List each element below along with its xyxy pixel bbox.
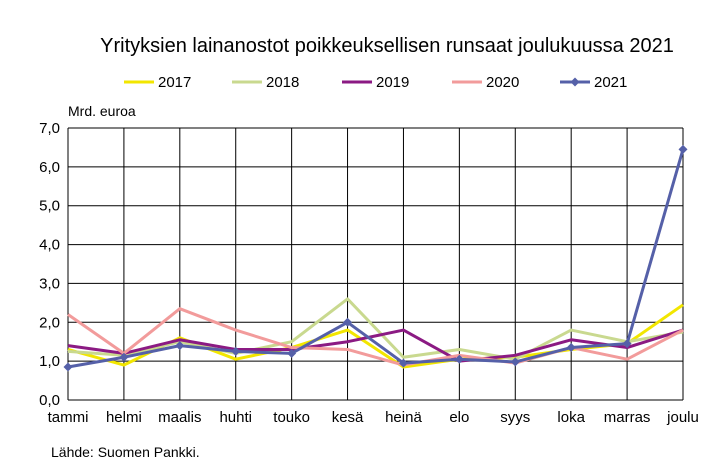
x-tick-label: marras: [604, 409, 651, 426]
y-tick-label: 4,0: [39, 237, 60, 254]
y-tick-label: 2,0: [39, 314, 60, 331]
x-tick-label: maalis: [158, 409, 201, 426]
data-point-2021: [231, 346, 241, 356]
data-point-2021: [622, 339, 632, 349]
data-point-2021: [510, 357, 520, 367]
y-tick-label: 0,0: [39, 392, 60, 409]
y-tick-label: 5,0: [39, 198, 60, 215]
x-tick-label: huhti: [219, 409, 252, 426]
source-note: Lähde: Suomen Pankki.: [51, 444, 200, 460]
legend-label-2021: 2021: [594, 74, 627, 91]
y-tick-label: 6,0: [39, 159, 60, 176]
data-point-2021: [678, 144, 688, 154]
x-tick-label: joulu: [666, 409, 699, 426]
data-point-2021: [175, 341, 185, 351]
x-tick-label: loka: [557, 409, 585, 426]
y-ticks: 0,0 1,0 2,0 3,0 4,0 5,0 6,0 7,0: [39, 120, 60, 409]
data-point-2021: [454, 354, 464, 364]
series-line-2018: [67, 297, 684, 361]
legend-label-2020: 2020: [486, 74, 519, 91]
legend: 2017 2018 2019 2020 2021: [124, 74, 627, 91]
data-point-2021: [287, 348, 297, 358]
x-tick-label: helmi: [106, 409, 142, 426]
series-line-2020: [67, 307, 684, 367]
legend-label-2017: 2017: [158, 74, 191, 91]
y-tick-label: 1,0: [39, 353, 60, 370]
data-point-2021: [566, 343, 576, 353]
y-tick-label: 3,0: [39, 275, 60, 292]
series-group: [63, 144, 688, 372]
data-point-2021: [398, 358, 408, 368]
data-point-2021: [343, 317, 353, 327]
x-tick-label: heinä: [385, 409, 422, 426]
chart-title: Yrityksien lainanostot poikkeuksellisen …: [100, 35, 674, 57]
legend-label-2018: 2018: [266, 74, 299, 91]
x-ticks: tammi helmi maalis huhti touko kesä heinä elo sy…: [48, 409, 699, 426]
legend-label-2019: 2019: [376, 74, 409, 91]
x-tick-label: tammi: [48, 409, 89, 426]
x-tick-label: syys: [500, 409, 530, 426]
data-point-2021: [119, 352, 129, 362]
y-axis-label: Mrd. euroa: [68, 103, 136, 119]
series-line-2019: [67, 328, 684, 363]
y-tick-label: 7,0: [39, 120, 60, 137]
x-tick-label: touko: [273, 409, 310, 426]
legend-marker-2021: [570, 77, 580, 87]
x-tick-label: kesä: [332, 409, 364, 426]
series-line-2021: [67, 148, 685, 369]
x-tick-label: elo: [449, 409, 469, 426]
grid: [67, 127, 684, 401]
data-point-2021: [63, 362, 73, 372]
